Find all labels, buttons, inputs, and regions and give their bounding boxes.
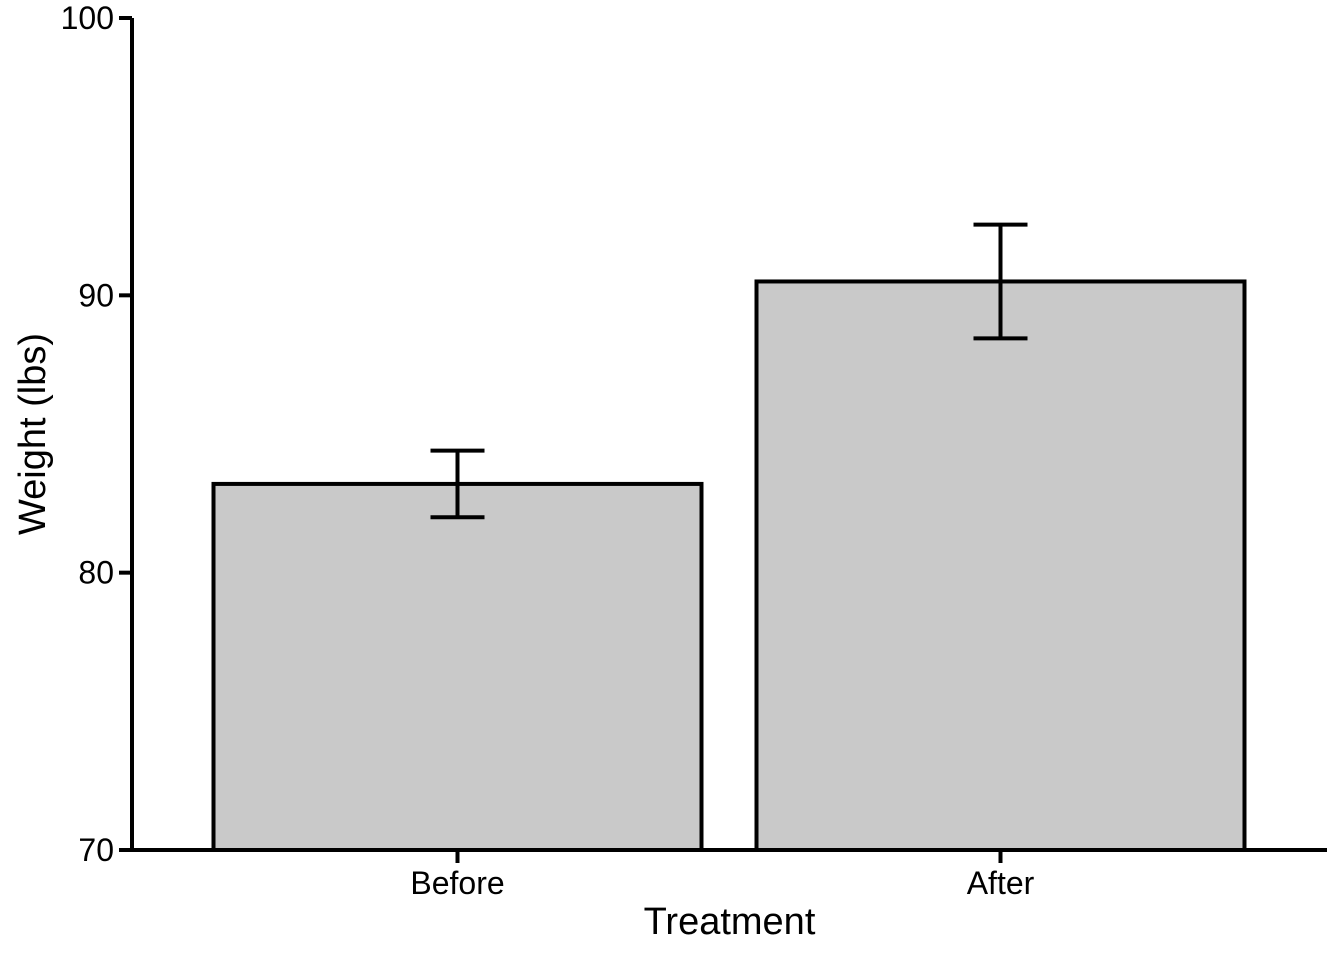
y-tick-label-100: 100: [61, 0, 114, 36]
x-tick-label-after: After: [967, 865, 1035, 901]
y-tick-label-70: 70: [78, 832, 114, 868]
error-bar-after: [973, 222, 1028, 341]
bar-before: [211, 481, 704, 852]
x-tick-label-before: Before: [410, 865, 504, 901]
bar-after: [754, 279, 1247, 852]
error-bar-before: [430, 448, 485, 520]
y-tick-label-80: 80: [78, 555, 114, 591]
y-axis-title: Weight (lbs): [12, 333, 54, 535]
y-tick-label-90: 90: [78, 277, 114, 313]
x-axis-title: Treatment: [644, 901, 816, 943]
